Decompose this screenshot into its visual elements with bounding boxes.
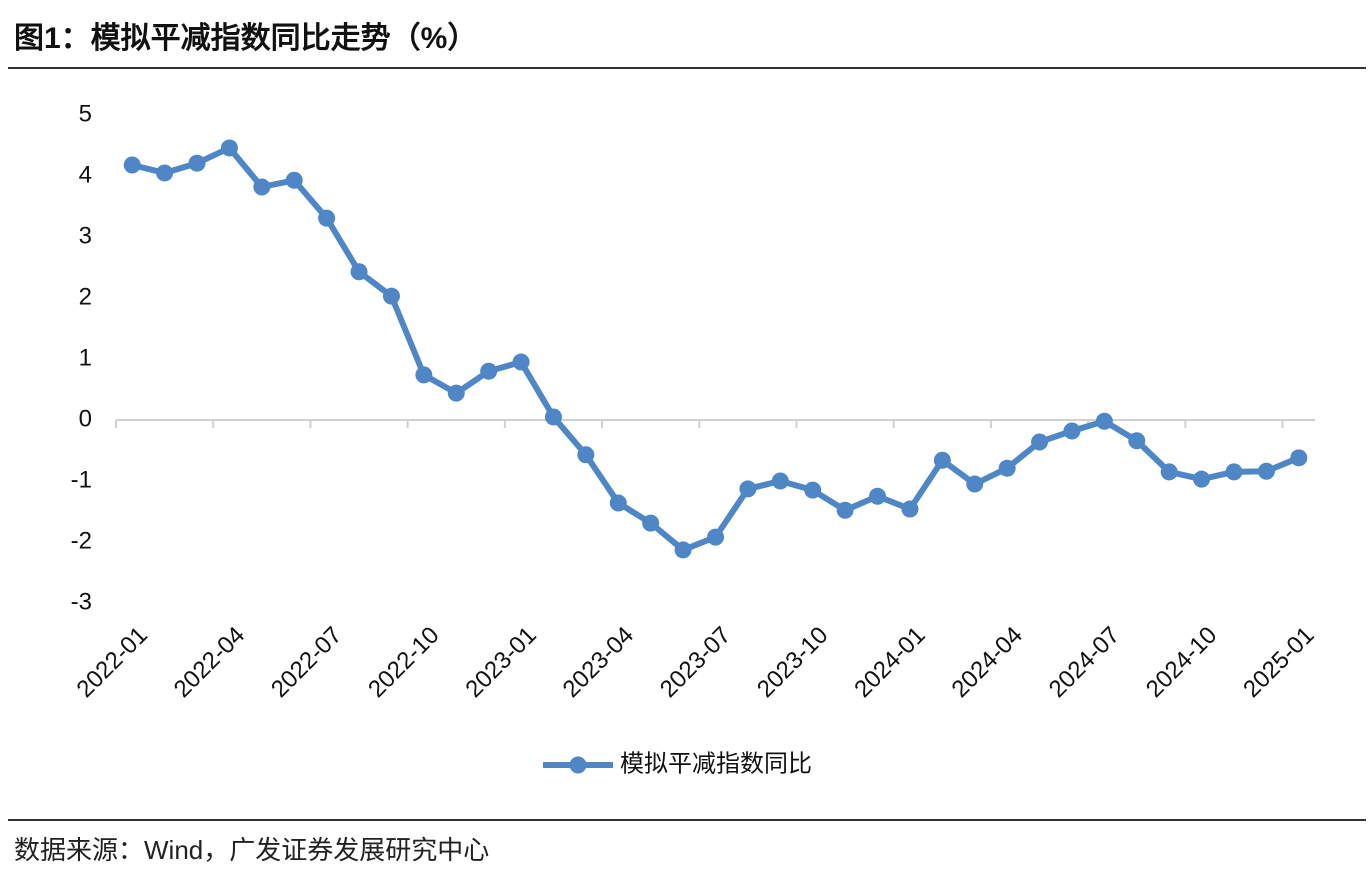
point — [609, 494, 627, 512]
legend-label: 模拟平减指数同比 — [620, 750, 812, 777]
chart-title: 图1：模拟平减指数同比走势（%） — [14, 21, 477, 55]
x-tick-label: 2023-01 — [460, 622, 541, 703]
point — [966, 475, 984, 493]
point — [350, 263, 368, 281]
legend-marker — [569, 756, 587, 774]
y-tick-label: -1 — [71, 466, 92, 493]
y-tick-label: -2 — [71, 527, 92, 554]
x-tick-label: 2024-04 — [947, 622, 1028, 703]
x-tick-label: 2022-10 — [363, 622, 444, 703]
point — [933, 451, 951, 469]
point — [1063, 422, 1081, 440]
x-tick-label: 2022-04 — [169, 622, 250, 703]
point — [544, 408, 562, 426]
point — [1193, 470, 1211, 488]
point — [480, 362, 498, 380]
y-tick-label: -3 — [71, 588, 92, 615]
point — [447, 384, 465, 402]
point — [220, 139, 238, 157]
point — [577, 446, 595, 464]
point — [285, 171, 303, 189]
y-tick-label: 3 — [79, 222, 92, 249]
point — [188, 154, 206, 172]
point — [123, 156, 141, 174]
x-tick-label: 2022-01 — [72, 622, 153, 703]
point — [512, 353, 530, 371]
y-tick-label: 2 — [79, 283, 92, 310]
x-tick-label: 2024-01 — [849, 622, 930, 703]
source-note: 数据来源：Wind，广发证券发展研究中心 — [14, 835, 489, 865]
x-tick-label: 2024-10 — [1141, 622, 1222, 703]
point — [1290, 449, 1308, 467]
point — [869, 487, 887, 505]
x-tick-label: 2023-10 — [752, 622, 833, 703]
x-tick-label: 2022-07 — [266, 622, 347, 703]
point — [1031, 433, 1049, 451]
point — [998, 459, 1016, 477]
point — [739, 480, 757, 498]
point — [415, 366, 433, 384]
point — [318, 209, 336, 227]
point — [771, 472, 789, 490]
point — [382, 287, 400, 305]
point — [836, 501, 854, 519]
x-tick-label: 2023-07 — [655, 622, 736, 703]
point — [1095, 412, 1113, 430]
point — [253, 178, 271, 196]
x-tick-label: 2024-07 — [1044, 622, 1125, 703]
y-tick-label: 1 — [79, 344, 92, 371]
point — [804, 481, 822, 499]
y-tick-label: 4 — [79, 161, 92, 188]
point — [1257, 462, 1275, 480]
point — [1160, 463, 1178, 481]
point — [901, 500, 919, 518]
point — [1225, 463, 1243, 481]
point — [642, 514, 660, 532]
x-tick-label: 2023-04 — [558, 622, 639, 703]
series-line — [131, 144, 1300, 553]
point — [674, 541, 692, 559]
y-tick-label: 0 — [79, 405, 92, 432]
point — [1128, 432, 1146, 450]
y-tick-label: 5 — [79, 100, 92, 127]
point — [156, 164, 174, 182]
point — [707, 528, 724, 546]
x-tick-label: 2025-01 — [1238, 622, 1319, 703]
